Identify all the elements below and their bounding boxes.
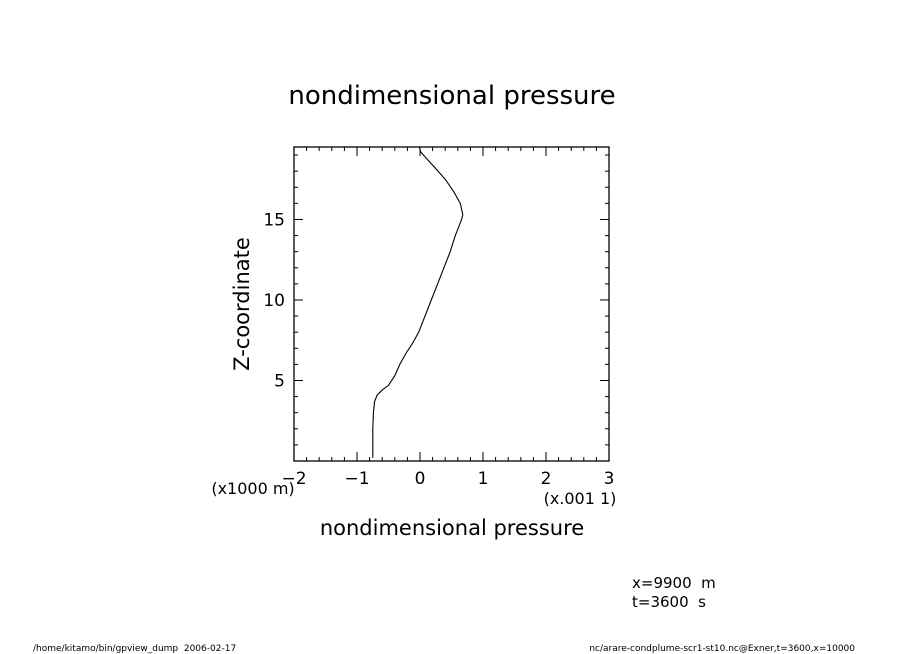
data-line (372, 146, 464, 458)
footer-right: nc/arare-condplume-scr1-st10.nc@Exner,t=… (589, 644, 855, 654)
x-axis-label: nondimensional pressure (320, 516, 584, 540)
x-tick-labels: −2 −1 0 1 2 3 (281, 469, 614, 489)
x-tick-label: 3 (604, 469, 615, 489)
footer-left: /home/kitamo/bin/gpview_dump 2006-02-17 (33, 644, 236, 654)
x-position-label: x=9900 m (632, 574, 716, 592)
x-tick-label: −2 (281, 469, 306, 489)
x-tick-label: −1 (344, 469, 369, 489)
x-scale-label: (x.001 1) (544, 489, 617, 508)
x-tick-label: 2 (541, 469, 552, 489)
y-tick-label: 5 (274, 371, 285, 391)
y-axis-label: Z-coordinate (230, 237, 254, 371)
x-tick-label: 1 (478, 469, 489, 489)
axis-ticks (293, 147, 610, 461)
plot-frame (293, 146, 610, 462)
time-label: t=3600 s (632, 593, 706, 611)
x-tick-label: 0 (415, 469, 426, 489)
y-scale-label: (x1000 m) (211, 479, 294, 498)
y-tick-labels: 5 10 15 (263, 210, 285, 391)
y-tick-label: 15 (263, 210, 285, 230)
y-tick-label: 10 (263, 291, 285, 311)
chart-title: nondimensional pressure (288, 81, 615, 111)
